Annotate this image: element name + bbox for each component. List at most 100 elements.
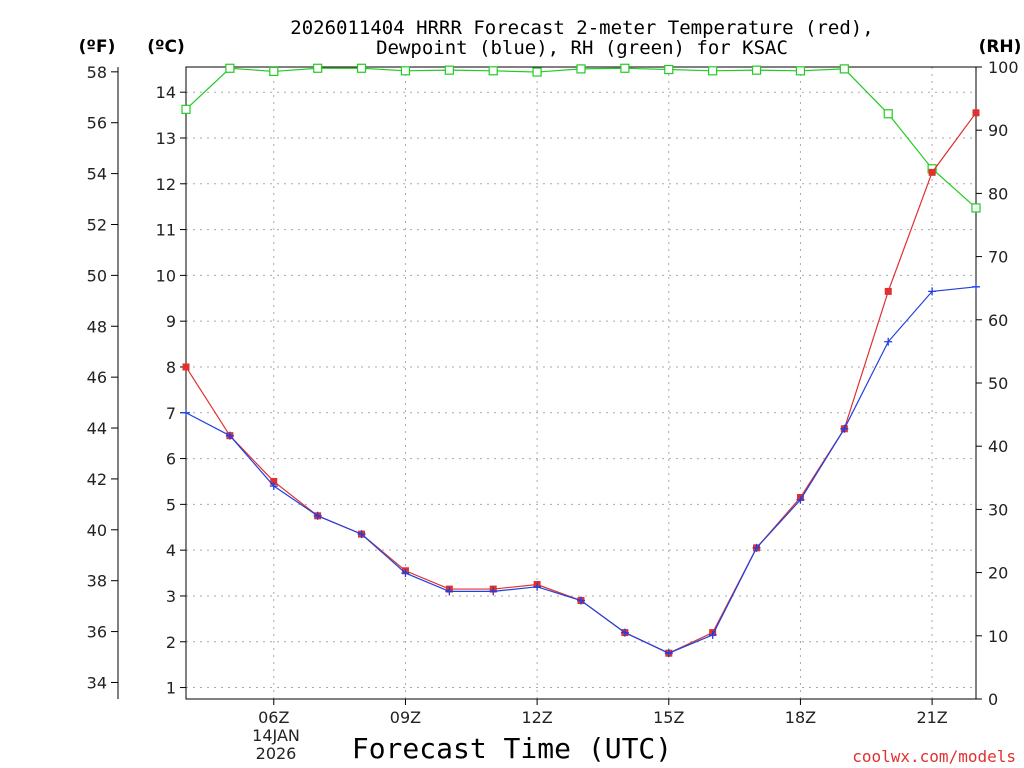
rh-point [532,67,542,77]
celsius-tick-label: 2 [166,633,176,652]
dewpoint-point [445,587,454,596]
fahrenheit-tick-label: 44 [87,419,107,438]
rh-point [620,63,630,73]
rh-point [181,104,191,114]
fahrenheit-tick-label: 34 [87,673,107,692]
x-tick-label: 09Z [390,708,421,727]
rh-tick-label: 50 [988,374,1008,393]
temperature-point [972,109,980,117]
celsius-tick-label: 5 [166,495,176,514]
dewpoint-point [664,649,673,658]
temperature-point [270,477,278,485]
celsius-tick-label: 4 [166,541,176,560]
fahrenheit-tick-label: 58 [87,63,107,82]
x-tick-label: 06Z [258,708,289,727]
dewpoint-point [182,408,190,417]
rh-tick-label: 70 [988,248,1008,267]
date-label-year: 2026 [256,744,297,763]
fahrenheit-unit-label: (ºF) [79,37,116,57]
rh-point [225,63,235,73]
fahrenheit-tick-label: 40 [87,521,107,540]
fahrenheit-tick-label: 50 [87,266,107,285]
x-tick-label: 12Z [521,708,552,727]
fahrenheit-tick-label: 52 [87,215,107,234]
data-series [181,63,981,658]
celsius-tick-label: 12 [156,175,176,194]
dewpoint-point [313,511,322,520]
celsius-tick-label: 8 [166,358,176,377]
temperature-point [928,168,936,176]
celsius-tick-label: 9 [166,312,176,331]
dewpoint-point [489,587,498,596]
rh-point [488,66,498,76]
celsius-tick-label: 13 [156,129,176,148]
rh-point [444,65,454,75]
rh-tick-label: 60 [988,311,1008,330]
dewpoint-point [752,543,761,552]
credit-text: coolwx.com/models [852,747,1016,766]
axes: 1234567891011121314343638404244464850525… [87,58,1019,727]
rh-point [400,66,411,76]
rh-point [269,66,279,77]
gridlines [186,67,976,699]
rh-point [664,64,674,75]
dewpoint-point [796,495,805,504]
dewpoint-point [577,596,585,605]
rh-tick-label: 80 [988,184,1008,203]
rh-tick-label: 100 [988,58,1019,77]
rh-point [839,64,849,74]
rh-point [708,66,718,76]
rh-tick-label: 10 [988,627,1008,646]
dewpoint-point [533,582,542,591]
dewpoint-point [708,630,717,639]
rh-tick-label: 30 [988,500,1008,519]
fahrenheit-tick-label: 38 [87,572,107,591]
rh-unit-label: (RH) [979,37,1022,57]
chart-title-line1: 2026011404 HRRR Forecast 2-meter Tempera… [290,17,873,39]
celsius-tick-label: 3 [166,587,176,606]
fahrenheit-tick-label: 42 [87,470,107,489]
rh-tick-label: 20 [988,564,1008,583]
dewpoint-point [225,431,234,440]
x-tick-label: 18Z [785,708,816,727]
chart-title-line2: Dewpoint (blue), RH (green) for KSAC [376,37,788,59]
dewpoint-point [840,424,849,433]
celsius-tick-label: 10 [156,266,176,285]
rh-point [356,63,367,73]
dewpoint-point [357,530,366,539]
dewpoint-point [620,628,629,637]
fahrenheit-tick-label: 56 [87,114,107,133]
date-label-day: 14JAN [252,726,300,745]
rh-point [751,65,762,75]
celsius-tick-label: 7 [166,404,176,423]
rh-point [795,66,806,76]
dewpoint-point [884,337,893,346]
rh-point [313,63,323,73]
rh-point [576,64,586,74]
rh-point [971,203,981,213]
celsius-tick-label: 6 [166,450,176,469]
fahrenheit-tick-label: 46 [87,368,107,387]
temperature-point [182,363,190,371]
fahrenheit-tick-label: 36 [87,623,107,642]
celsius-tick-label: 14 [156,83,176,102]
temperature-line [185,112,977,654]
celsius-tick-label: 11 [156,221,176,240]
x-tick-label: 15Z [653,708,684,727]
dewpoint-point [972,282,980,291]
x-tick-label: 21Z [916,708,947,727]
rh-tick-label: 0 [988,690,998,709]
rh-point [883,109,893,119]
fahrenheit-tick-label: 48 [87,317,107,336]
celsius-tick-label: 1 [166,679,176,698]
rh-line [185,67,977,209]
x-axis-title: Forecast Time (UTC) [352,732,672,765]
dewpoint-point [928,287,937,296]
celsius-unit-label: (ºC) [147,37,185,57]
dewpoint-point [401,569,410,578]
dewpoint-point [269,482,278,491]
fahrenheit-tick-label: 54 [87,165,107,184]
rh-tick-label: 40 [988,437,1008,456]
temperature-point [884,287,892,295]
